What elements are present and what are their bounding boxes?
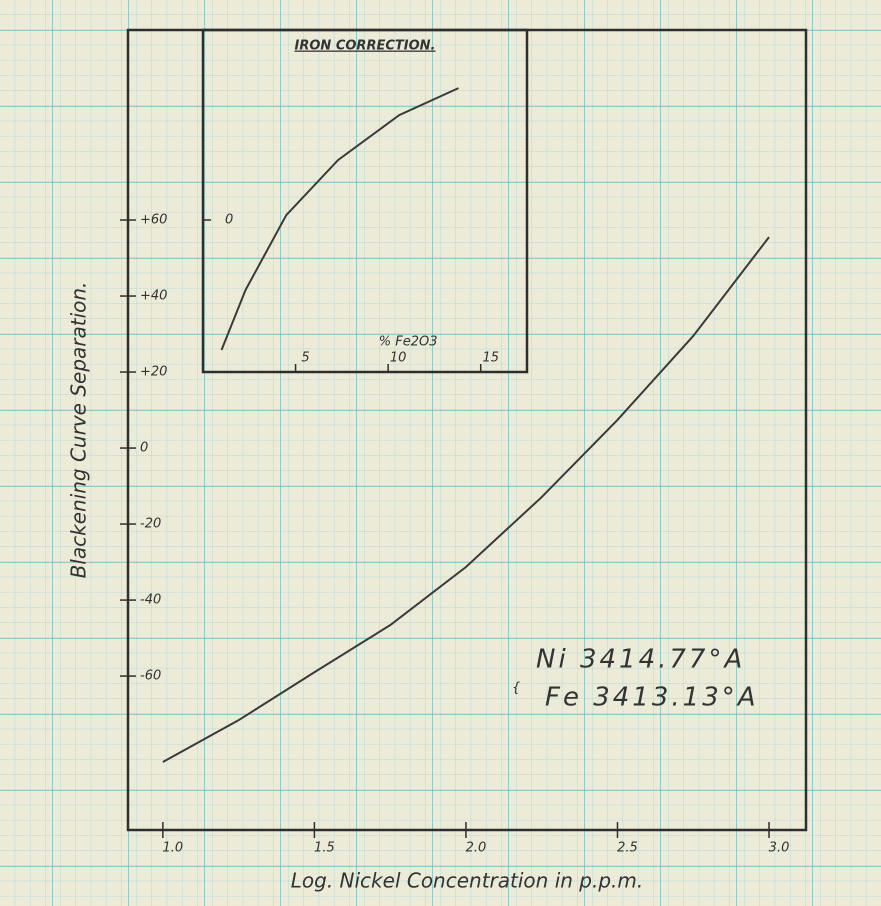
y-tick-label: 0 xyxy=(140,441,148,456)
y-tick-label: +40 xyxy=(140,289,167,304)
y-tick-label: -20 xyxy=(140,517,161,532)
y-tick-label: +60 xyxy=(140,213,167,228)
x-tick-label: 5 xyxy=(301,351,309,366)
x-tick-label: 2.5 xyxy=(617,841,638,856)
annotation: Ni 3414.77°A xyxy=(536,645,745,675)
x-tick-label: 2.0 xyxy=(466,841,487,856)
plots: 1.0 1.5 2.0 2.5 3.0 +60 +40 +20 0 -20 -40 -60 Log. N… xyxy=(67,28,808,893)
y-tick-label: -40 xyxy=(140,593,161,608)
x-tick-label: 10 xyxy=(390,351,407,366)
chart-title: IRON CORRECTION. xyxy=(295,39,436,54)
x-axis-label: Log. Nickel Concentration in p.p.m. xyxy=(291,869,643,893)
x-tick-label: 3.0 xyxy=(769,841,790,856)
x-tick-label: 1.0 xyxy=(163,841,184,856)
x-axis-label: % Fe2O3 xyxy=(379,335,438,350)
data-line xyxy=(162,236,770,763)
plot-frame xyxy=(201,28,529,374)
y-tick-label: -60 xyxy=(140,669,161,684)
y-tick-label: 0 xyxy=(225,213,233,228)
data-line xyxy=(220,87,459,351)
y-tick-label: +20 xyxy=(140,365,167,380)
y-axis-label: Blackening Curve Separation. xyxy=(67,282,91,579)
annotation: Fe 3413.13°A xyxy=(545,683,759,713)
x-tick-label: 1.5 xyxy=(314,841,335,856)
x-tick-label: 15 xyxy=(482,351,499,366)
annotation-brace: { xyxy=(512,681,520,696)
